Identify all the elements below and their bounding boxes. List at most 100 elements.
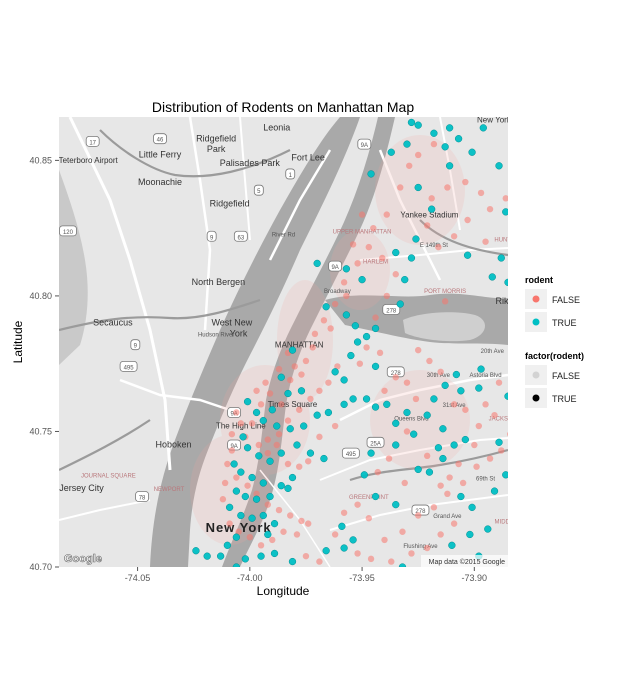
point-rodent-true bbox=[288, 346, 297, 354]
point-rodent-false bbox=[403, 428, 411, 435]
map-place-label: Times Square bbox=[268, 400, 318, 409]
point-rodent-true bbox=[552, 458, 559, 465]
map-place-label: Grand Ave bbox=[433, 514, 462, 520]
route-shield-badge bbox=[59, 225, 77, 237]
point-rodent-false bbox=[464, 216, 471, 224]
point-rodent-false bbox=[266, 390, 274, 397]
point-rodent-false bbox=[430, 504, 438, 511]
route-shield-badge bbox=[85, 135, 100, 147]
point-rodent-true bbox=[445, 162, 454, 170]
point-rodent-true bbox=[452, 370, 461, 379]
point-rodent-false bbox=[284, 460, 292, 468]
point-rodent-false bbox=[228, 430, 236, 438]
point-rodent-true bbox=[347, 351, 355, 360]
route-shield: 9 bbox=[206, 230, 217, 242]
point-rodent-true bbox=[277, 482, 285, 490]
point-rodent-true bbox=[441, 143, 449, 151]
route-shield-badge bbox=[366, 436, 385, 448]
point-rodent-true bbox=[392, 441, 400, 449]
map-place-label: Moonachie bbox=[138, 177, 182, 187]
point-rodent-false bbox=[325, 379, 332, 386]
point-rodent-false bbox=[376, 349, 384, 357]
point-rodent-false bbox=[327, 325, 334, 332]
point-rodent-false bbox=[381, 536, 388, 544]
route-shield: 17 bbox=[85, 135, 100, 147]
map-place-label: HARLEM bbox=[363, 259, 388, 265]
point-rodent-false bbox=[233, 409, 240, 416]
point-rodent-true bbox=[266, 457, 274, 465]
route-shield-badge bbox=[233, 230, 248, 242]
legend-factor-title: factor(rodent) bbox=[525, 351, 584, 361]
point-rodent-true bbox=[320, 454, 328, 463]
map-attribution: Map data ©2015 Google bbox=[429, 558, 505, 566]
point-rodent-true bbox=[414, 465, 422, 474]
point-rodent-true bbox=[297, 387, 306, 395]
route-shield-label: 120 bbox=[63, 230, 74, 236]
point-rodent-true bbox=[237, 511, 245, 520]
map-place-label: Ridgefield bbox=[210, 198, 250, 208]
point-rodent-true bbox=[518, 444, 525, 451]
point-rodent-true bbox=[495, 162, 503, 170]
point-rodent-false bbox=[388, 558, 395, 565]
point-rodent-false bbox=[473, 463, 480, 470]
point-rodent-false bbox=[482, 401, 489, 408]
point-rodent-true bbox=[264, 530, 272, 539]
point-rodent-true bbox=[313, 259, 321, 268]
point-rodent-false bbox=[316, 387, 323, 394]
point-rodent-true bbox=[392, 248, 400, 257]
point-rodent-false bbox=[529, 423, 535, 429]
route-shield-label: 9A bbox=[331, 265, 338, 271]
point-rodent-true bbox=[545, 444, 552, 451]
point-rodent-true bbox=[425, 468, 434, 476]
point-rodent-false bbox=[491, 411, 498, 419]
route-shield-label: 9A bbox=[361, 143, 368, 149]
point-rodent-false bbox=[358, 211, 366, 218]
route-shield-label: 9 bbox=[210, 235, 214, 241]
route-shield-label: 278 bbox=[386, 308, 397, 314]
point-rodent-false bbox=[228, 447, 236, 454]
route-shield-badge bbox=[206, 230, 217, 242]
point-rodent-true bbox=[479, 124, 487, 132]
point-rodent-false bbox=[415, 512, 422, 519]
point-rodent-false bbox=[426, 357, 433, 365]
point-rodent-true bbox=[504, 278, 508, 287]
point-rodent-false bbox=[444, 184, 451, 191]
point-rodent-false bbox=[381, 387, 388, 394]
point-rodent-false bbox=[278, 401, 285, 408]
point-rodent-true bbox=[252, 408, 261, 417]
point-rodent-false bbox=[383, 211, 390, 218]
route-shield-label: 9A bbox=[230, 444, 237, 450]
x-axis-title: Longitude bbox=[257, 584, 310, 598]
point-rodent-false bbox=[275, 506, 283, 514]
point-rodent-true bbox=[237, 468, 245, 476]
point-rodent-true bbox=[430, 129, 438, 137]
point-rodent-true bbox=[450, 441, 458, 449]
point-rodent-true bbox=[360, 471, 368, 479]
map-place-label: Hudson River bbox=[198, 333, 234, 339]
map-place-label: New York bbox=[206, 520, 272, 535]
point-rodent-true bbox=[484, 525, 492, 533]
legend-swatch-factor-false bbox=[532, 371, 540, 379]
point-rodent-true bbox=[248, 514, 256, 522]
map-place-label: Flushing Ave bbox=[403, 544, 438, 550]
point-rodent-true bbox=[232, 487, 241, 495]
streets bbox=[59, 117, 508, 567]
point-rodent-false bbox=[235, 528, 242, 535]
point-rodent-false bbox=[486, 455, 494, 462]
point-rodent-false bbox=[257, 401, 265, 408]
route-shield-badge bbox=[253, 184, 264, 196]
y-tick-label: 40.70 bbox=[29, 562, 52, 572]
point-rodent-true bbox=[488, 273, 496, 281]
point-rodent-true bbox=[284, 389, 292, 398]
point-rodent-false bbox=[462, 178, 469, 186]
rikers-island bbox=[403, 312, 486, 342]
point-rodent-false bbox=[298, 371, 305, 378]
point-rodent-true bbox=[387, 148, 395, 156]
legend-rodent-title: rodent bbox=[525, 275, 553, 285]
route-shield-badge bbox=[153, 133, 167, 145]
point-rodent-true bbox=[288, 557, 297, 566]
point-rodent-false bbox=[287, 512, 294, 519]
series-false-points bbox=[219, 140, 535, 565]
point-rodent-true bbox=[511, 409, 518, 416]
point-rodent-false bbox=[412, 395, 420, 403]
